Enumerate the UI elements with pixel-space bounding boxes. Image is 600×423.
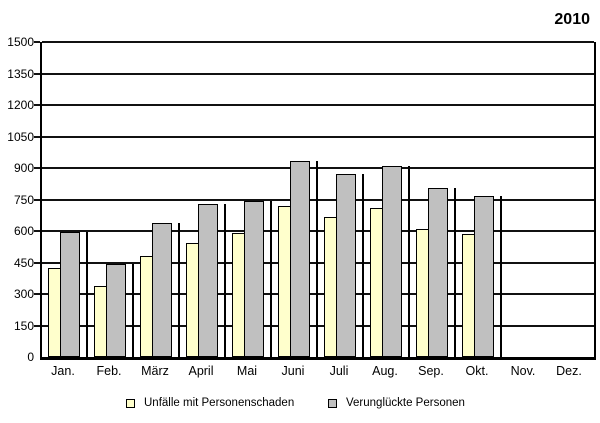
legend-entry-verungluckte: Verunglückte Personen <box>328 397 465 409</box>
y-axis-tick <box>34 104 40 106</box>
gridline <box>42 230 594 232</box>
bar-group <box>134 42 180 357</box>
x-axis-tick-label: Dez. <box>556 364 582 378</box>
x-axis-tick-label: Aug. <box>372 364 398 378</box>
gridline <box>42 135 594 138</box>
y-axis-tick <box>34 261 40 264</box>
y-axis-tick-label: 750 <box>13 192 34 207</box>
y-axis-tick-label: 1350 <box>7 66 34 81</box>
bar-group <box>272 42 318 357</box>
bar-verungluckte <box>336 174 356 357</box>
bar-group <box>410 42 456 357</box>
bar-group <box>456 42 502 357</box>
legend-label-unfaelle: Unfälle mit Personenschaden <box>144 397 295 409</box>
bar-verungluckte <box>428 187 448 357</box>
y-axis-tick-label: 0 <box>27 350 34 364</box>
y-axis-tick-label: 300 <box>13 287 34 301</box>
legend-marker-verungluckte-icon <box>328 398 337 408</box>
bar-shadow-line <box>269 200 272 357</box>
x-axis-tick-label: Nov. <box>510 364 536 378</box>
gridline <box>42 167 594 169</box>
y-axis-tick-label: 600 <box>13 224 34 238</box>
gridline <box>42 324 594 327</box>
bar-shadow-line <box>85 232 88 357</box>
bar-group <box>42 42 88 357</box>
legend-entry-unfaelle: Unfälle mit Personenschaden <box>126 397 294 409</box>
gridline <box>42 41 594 43</box>
gridline <box>42 198 594 201</box>
y-axis-tick <box>34 72 40 75</box>
bar-shadow-line <box>315 160 318 357</box>
bar-shadow-line <box>407 165 410 357</box>
gridline <box>42 104 594 106</box>
bar-group <box>88 42 134 357</box>
bar-verungluckte <box>106 263 126 357</box>
bar-verungluckte <box>198 203 218 357</box>
x-axis-tick-label: Juni <box>281 364 305 378</box>
y-axis-tick-label: 450 <box>13 255 34 270</box>
bar-group <box>364 42 410 357</box>
y-axis-tick-label: 1500 <box>7 35 34 49</box>
bar-verungluckte <box>290 160 310 357</box>
plot-area <box>40 41 596 360</box>
y-axis-tick-label: 1050 <box>7 129 34 144</box>
y-axis-tick <box>34 198 40 201</box>
x-axis-tick-label: März <box>141 364 169 378</box>
bar-verungluckte <box>244 200 264 357</box>
y-axis-tick <box>34 293 40 295</box>
bar-shadow-line <box>453 187 456 357</box>
bar-verungluckte <box>382 165 402 357</box>
x-axis-tick-label: April <box>188 364 214 378</box>
y-axis-tick-label: 1200 <box>7 98 34 112</box>
chart-title: 2010 <box>554 11 590 28</box>
y-axis-tick-label: 900 <box>13 161 34 175</box>
bar-group <box>180 42 226 357</box>
legend-label-verungluckte: Verunglückte Personen <box>346 397 465 409</box>
x-axis-tick-label: Juli <box>329 364 349 378</box>
bar-shadow-line <box>177 222 180 357</box>
bar-shadow-line <box>499 196 502 357</box>
bar-group <box>318 42 364 357</box>
y-axis-tick <box>34 41 40 43</box>
bar-shadow-line <box>131 263 134 357</box>
x-axis-tick-label: Sep. <box>418 364 444 378</box>
y-axis-tick <box>34 230 40 232</box>
x-axis-tick-label: Jan. <box>51 364 75 378</box>
y-axis-tick-label: 150 <box>13 318 34 333</box>
gridline <box>42 72 594 75</box>
legend-marker-unfaelle-icon <box>126 398 135 408</box>
bar-verungluckte <box>60 232 80 357</box>
gridline <box>42 261 594 264</box>
x-axis-tick-label: Mai <box>236 364 258 378</box>
gridline <box>42 293 594 295</box>
x-axis-tick-label: Okt. <box>465 364 489 378</box>
bar-verungluckte <box>474 196 494 357</box>
bar-group <box>226 42 272 357</box>
y-axis-tick <box>34 167 40 169</box>
bar-shadow-line <box>361 174 364 357</box>
x-axis-tick-label: Feb. <box>96 364 122 378</box>
y-axis-tick <box>34 324 40 327</box>
bar-verungluckte <box>152 222 172 357</box>
y-axis-tick <box>34 135 40 138</box>
bar-shadow-line <box>223 203 226 357</box>
